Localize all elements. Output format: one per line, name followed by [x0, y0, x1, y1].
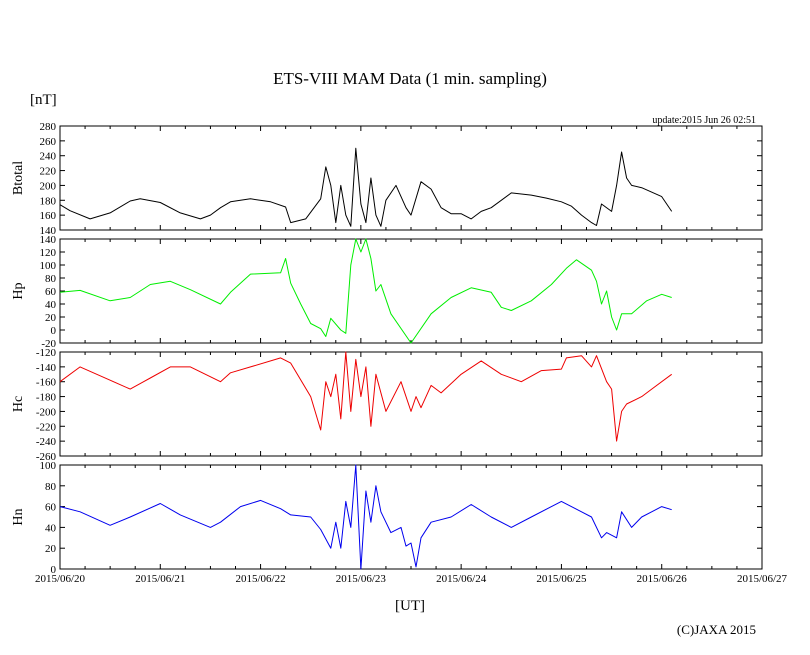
x-tick-label: 2015/06/27 — [737, 573, 788, 585]
y-tick-label: -240 — [36, 436, 57, 448]
update-timestamp: update:2015 Jun 26 02:51 — [652, 115, 756, 126]
y-tick-label: 80 — [45, 481, 57, 493]
y-tick-label: 280 — [40, 121, 57, 133]
y-tick-label: 240 — [40, 151, 57, 163]
x-tick-label: 2015/06/25 — [536, 573, 587, 585]
credit-text: (C)JAXA 2015 — [677, 622, 756, 637]
x-tick-label: 2015/06/20 — [35, 573, 86, 585]
x-tick-label: 2015/06/24 — [436, 573, 487, 585]
x-tick-label: 2015/06/23 — [336, 573, 387, 585]
series-line-hn — [59, 464, 672, 570]
y-tick-label: 40 — [45, 299, 57, 311]
y-tick-label: -260 — [36, 451, 57, 463]
x-axis-label: [UT] — [395, 598, 425, 614]
y-tick-label: 0 — [51, 325, 57, 337]
y-tick-label: 60 — [45, 286, 57, 298]
panel-ylabel: Hn — [11, 508, 26, 525]
y-tick-label: 20 — [45, 312, 57, 324]
x-tick-label: 2015/06/26 — [637, 573, 688, 585]
panel-hn: 100 80 60 40 20 0 Hn — [11, 460, 763, 576]
y-tick-label: 260 — [40, 136, 57, 148]
y-tick-label: -200 — [36, 406, 57, 418]
y-tick-label: 20 — [45, 543, 57, 555]
y-tick-label: -140 — [36, 362, 57, 374]
y-tick-label: -120 — [36, 347, 57, 359]
panel-hc: -120 -140 -160 -180 -200 -220 -240 -260 Hc — [11, 347, 763, 463]
chart-title: ETS-VIII MAM Data (1 min. sampling) — [273, 69, 547, 88]
x-tick-label: 2015/06/21 — [135, 573, 185, 585]
panel-ylabel: Hc — [11, 396, 26, 412]
y-tick-label: -220 — [36, 421, 57, 433]
panel-frame — [59, 464, 763, 570]
y-tick-label: 200 — [40, 180, 57, 192]
series-line-hp — [59, 238, 672, 344]
y-tick-label: 140 — [40, 225, 57, 237]
y-tick-label: 60 — [45, 502, 57, 514]
series-line-btotal — [59, 147, 673, 227]
y-tick-label: 120 — [40, 247, 57, 259]
y-tick-label: -180 — [36, 392, 57, 404]
x-tick-label: 2015/06/22 — [236, 573, 286, 585]
panel-ylabel: Hp — [11, 282, 26, 299]
y-tick-label: 160 — [40, 210, 57, 222]
y-tick-label: -20 — [41, 338, 56, 350]
unit-label: [nT] — [30, 92, 57, 108]
y-tick-label: 140 — [40, 234, 57, 246]
y-tick-label: 100 — [40, 460, 57, 472]
y-tick-label: 80 — [45, 273, 57, 285]
y-tick-label: 0 — [51, 564, 57, 576]
y-tick-label: 40 — [45, 522, 57, 534]
series-line-hc — [59, 351, 672, 442]
y-tick-label: -160 — [36, 377, 57, 389]
panel-ylabel: Btotal — [11, 161, 26, 195]
panels-group: 280260240220200180160140Btotal1401201008… — [11, 121, 763, 576]
y-tick-label: 180 — [40, 195, 57, 207]
panel-frame — [59, 351, 763, 457]
y-tick-label: 220 — [40, 166, 57, 178]
y-tick-label: 100 — [40, 260, 57, 272]
panel-frame — [59, 238, 763, 344]
x-axis-ticks: 2015/06/20 2015/06/21 2015/06/22 2015/06/23… — [35, 573, 788, 585]
panel-btotal: 280 260 240 220 200 180 160 140 Btotal — [11, 121, 763, 237]
